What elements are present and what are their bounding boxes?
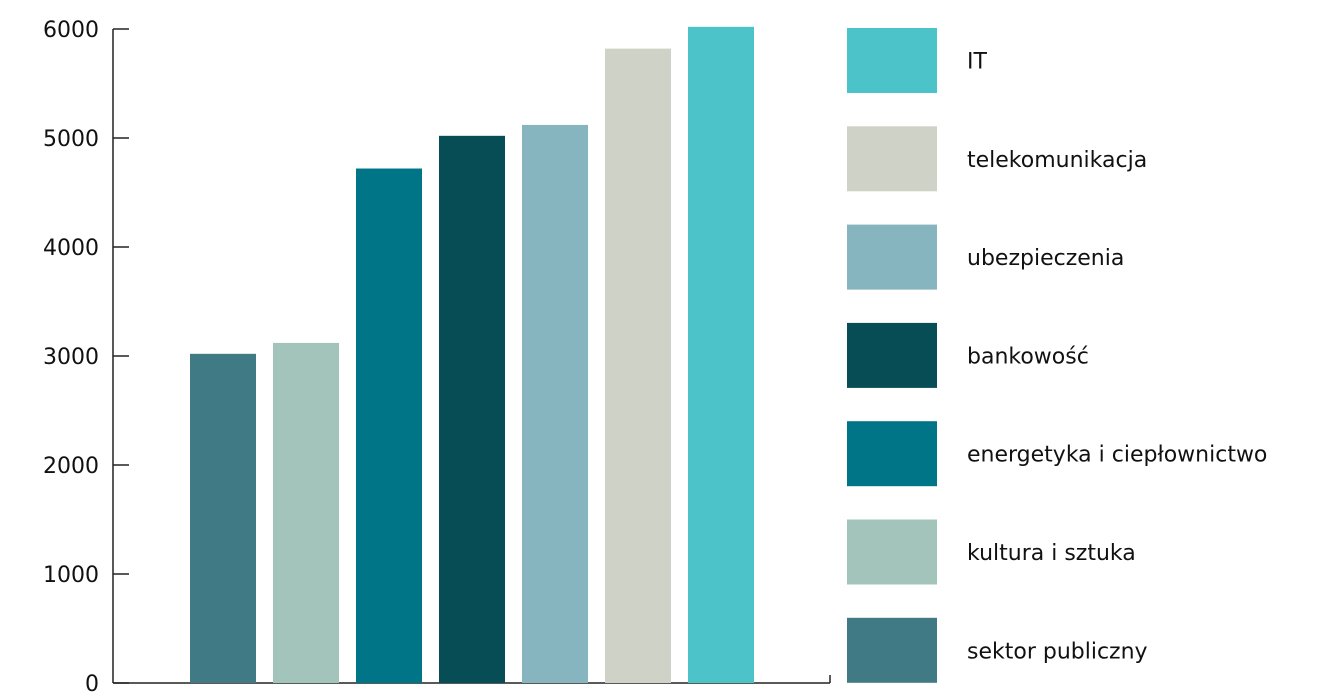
legend-swatch (847, 224, 937, 290)
legend-swatch (847, 322, 937, 388)
bar (190, 353, 256, 683)
y-tick-label: 1000 (43, 563, 99, 588)
legend-label: ubezpieczenia (967, 246, 1124, 271)
y-tick-label: 6000 (43, 18, 99, 43)
bar (605, 48, 671, 684)
y-tick-label: 2000 (43, 454, 99, 479)
legend-swatch (847, 126, 937, 192)
y-tick-label: 4000 (43, 236, 99, 261)
legend-label: bankowość (967, 344, 1089, 369)
legend: IT telekomunikacja ubezpieczenia bankowość e… (847, 28, 1267, 683)
y-axis-ticks: 0 1000 2000 3000 4000 5000 6000 (43, 18, 129, 695)
legend-label: kultura i sztuka (967, 541, 1136, 566)
bar-group (190, 26, 754, 684)
bar (273, 342, 339, 683)
bar (688, 26, 754, 683)
legend-swatch (847, 28, 937, 93)
legend-swatch (847, 421, 937, 487)
legend-label: energetyka i ciepłownictwo (967, 443, 1267, 468)
y-tick-label: 3000 (43, 345, 99, 370)
bar (522, 124, 588, 684)
bar (439, 135, 505, 683)
legend-swatch (847, 617, 937, 683)
y-tick-label: 5000 (43, 127, 99, 152)
legend-swatch (847, 519, 937, 585)
y-tick-label: 0 (85, 672, 99, 695)
bar (356, 168, 422, 683)
legend-label: sektor publiczny (967, 639, 1148, 664)
legend-label: IT (967, 50, 987, 75)
legend-label: telekomunikacja (967, 148, 1147, 173)
